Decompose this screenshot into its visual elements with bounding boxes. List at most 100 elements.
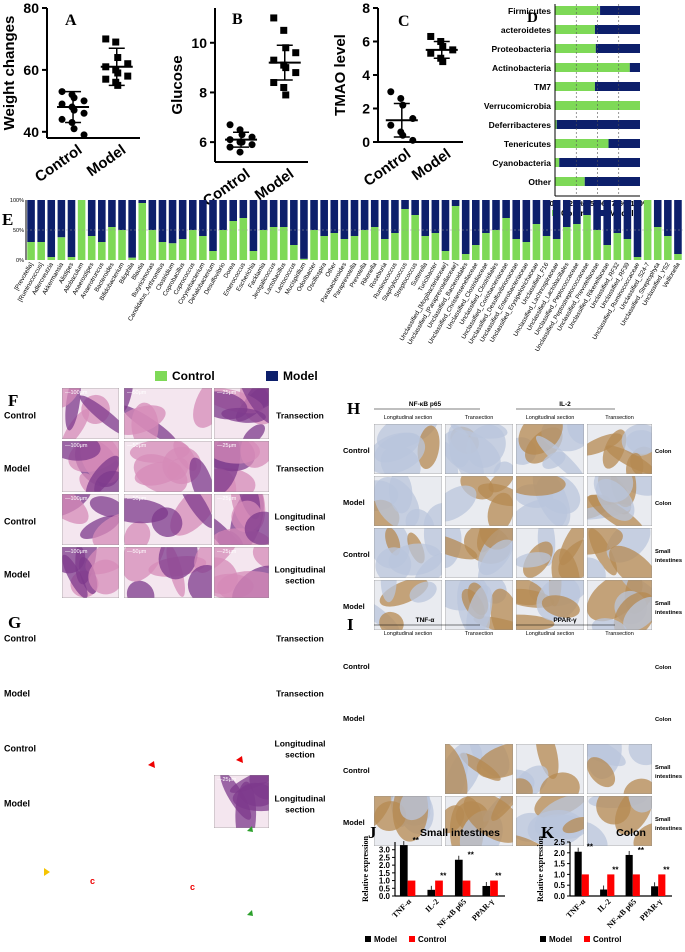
- tissue-structure: [66, 782, 126, 809]
- tissue-structure: [189, 457, 212, 492]
- tissue-structure: [65, 388, 81, 431]
- tissue-structure: [541, 645, 598, 713]
- tissue-structure: [445, 485, 477, 522]
- tissue-structure: [179, 642, 249, 697]
- bar-control: [360, 230, 369, 260]
- tissue-structure: [539, 772, 580, 794]
- tissue-structure: [399, 796, 431, 821]
- tissue-structure: [458, 652, 516, 690]
- micrograph: [587, 580, 652, 630]
- category-label: Firmicutes: [508, 6, 551, 16]
- image-border: [374, 692, 442, 742]
- x-tick-label: IL-2: [424, 897, 441, 914]
- tissue-structure: [366, 727, 440, 796]
- bar-model: [482, 200, 490, 233]
- tissue-structure: [42, 623, 101, 665]
- row-type-label: section: [285, 805, 315, 815]
- image-border: [445, 692, 513, 742]
- tissue-structure: [78, 669, 121, 711]
- scale-bar-label: —100μm: [65, 443, 88, 449]
- bar-model: [629, 63, 640, 72]
- micrograph: [37, 698, 141, 784]
- significance-mark: **: [413, 836, 420, 845]
- bar-model: [542, 200, 551, 236]
- bar-model: [128, 200, 136, 258]
- image-border: [374, 640, 442, 690]
- y-tick-label: 2.5: [379, 853, 391, 862]
- bar-control: [37, 242, 45, 260]
- row-type-label: Small: [655, 765, 671, 771]
- bar-control: [411, 215, 419, 260]
- scale-bar-label: —100μm: [65, 667, 88, 673]
- tissue-structure: [85, 661, 117, 699]
- tissue-structure: [567, 424, 584, 445]
- row-label: Model: [4, 689, 30, 699]
- micrograph: [214, 775, 269, 828]
- column-header: NF-κB p65: [409, 401, 442, 408]
- tissue-structure: [542, 451, 566, 469]
- tissue-structure: [85, 698, 132, 759]
- tissue-structure: [397, 749, 442, 794]
- tissue-structure: [490, 588, 513, 630]
- micrograph: [516, 476, 584, 526]
- tissue-structure: [92, 511, 119, 545]
- bar-control: [633, 257, 642, 260]
- tissue-structure: [239, 637, 286, 684]
- bar-model: [178, 200, 187, 239]
- bar-model: [391, 200, 399, 233]
- scale-bar-label: —25μm: [217, 667, 237, 673]
- panel-letter: H: [347, 399, 360, 418]
- tissue-structure: [452, 670, 468, 714]
- x-tick-label: PPAR-γ: [470, 897, 496, 923]
- tissue-structure: [226, 729, 252, 770]
- data-point: [270, 79, 278, 87]
- bar-control: [603, 245, 611, 260]
- tissue-structure: [475, 642, 500, 677]
- tissue-structure: [374, 432, 420, 463]
- bar-model: [584, 177, 640, 186]
- chart-title: Colon: [616, 827, 646, 839]
- tissue-structure: [156, 693, 201, 761]
- arrow-green-icon: [247, 826, 253, 832]
- y-tick-label: 6: [199, 134, 207, 150]
- bar-control: [492, 230, 500, 260]
- scale-bar-label: —25μm: [217, 722, 237, 728]
- bar-model: [613, 200, 622, 233]
- bar-control: [330, 233, 339, 260]
- tissue-structure: [409, 581, 437, 603]
- micrograph: [445, 476, 513, 526]
- bar-model: [87, 200, 96, 236]
- tissue-structure: [529, 631, 587, 683]
- tissue-structure: [587, 528, 623, 555]
- tissue-structure: [541, 595, 580, 618]
- row-type-label: Small: [655, 601, 671, 607]
- tissue-structure: [125, 803, 173, 828]
- tissue-structure: [561, 683, 620, 723]
- bar-model: [350, 200, 359, 236]
- row-label: Control: [4, 744, 36, 754]
- bar-model: [57, 200, 66, 238]
- bar-model: [411, 200, 419, 215]
- bar-model: [118, 200, 126, 230]
- tissue-structure: [448, 425, 485, 474]
- chart-E: E[Prevotella][Ruminococcus]Adlercreutzia…: [2, 198, 683, 383]
- tissue-structure: [79, 395, 119, 438]
- data-point: [124, 72, 132, 80]
- tissue-structure: [593, 476, 634, 503]
- y-tick-label: 2.0: [379, 861, 391, 870]
- row-type-label: Longitudinal: [275, 739, 326, 749]
- scale-bar-label: —25μm: [217, 390, 237, 396]
- bar-model: [219, 200, 227, 230]
- tissue-structure: [477, 689, 511, 718]
- data-point: [226, 121, 234, 129]
- tissue-structure: [47, 624, 110, 672]
- bar-model: [674, 200, 682, 254]
- bar-control: [108, 227, 116, 260]
- data-point: [282, 91, 290, 99]
- column-subheader: Transection: [605, 415, 634, 421]
- image-border: [516, 692, 584, 742]
- tissue-structure: [95, 680, 131, 738]
- micrograph: [42, 585, 145, 672]
- y-tick-label: 50%: [13, 228, 24, 234]
- x-tick-label: TNF-α: [564, 897, 587, 920]
